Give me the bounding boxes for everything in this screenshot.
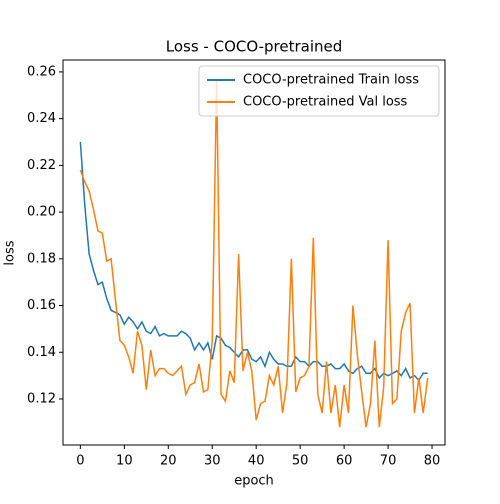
chart-title: Loss - COCO-pretrained [166, 38, 343, 56]
legend-label: COCO-pretrained Train loss [243, 73, 419, 88]
y-tick-label: 0.22 [27, 158, 56, 173]
y-tick-label: 0.14 [27, 345, 56, 360]
line-series [79, 141, 428, 382]
y-tick-label: 0.12 [27, 391, 56, 406]
y-tick-label: 0.18 [27, 251, 56, 266]
x-tick-label: 10 [116, 454, 133, 469]
y-tick-label: 0.26 [27, 64, 56, 79]
x-axis-label: epoch [234, 474, 274, 489]
x-tick-label: 60 [336, 454, 353, 469]
x-tick-label: 20 [160, 454, 177, 469]
y-tick-label: 0.20 [27, 205, 56, 220]
x-tick-label: 40 [248, 454, 265, 469]
x-tick-label: 30 [204, 454, 221, 469]
y-tick-label: 0.24 [27, 111, 56, 126]
x-tick-label: 50 [292, 454, 309, 469]
y-tick-label: 0.16 [27, 298, 56, 313]
x-tick-label: 0 [76, 454, 84, 469]
x-tick-label: 80 [424, 454, 441, 469]
legend-box [198, 65, 440, 117]
legend-label: COCO-pretrained Val loss [243, 95, 408, 110]
line-series [79, 78, 429, 428]
x-tick-label: 70 [380, 454, 397, 469]
plot-frame [62, 59, 446, 446]
y-axis-label: loss [3, 240, 18, 265]
